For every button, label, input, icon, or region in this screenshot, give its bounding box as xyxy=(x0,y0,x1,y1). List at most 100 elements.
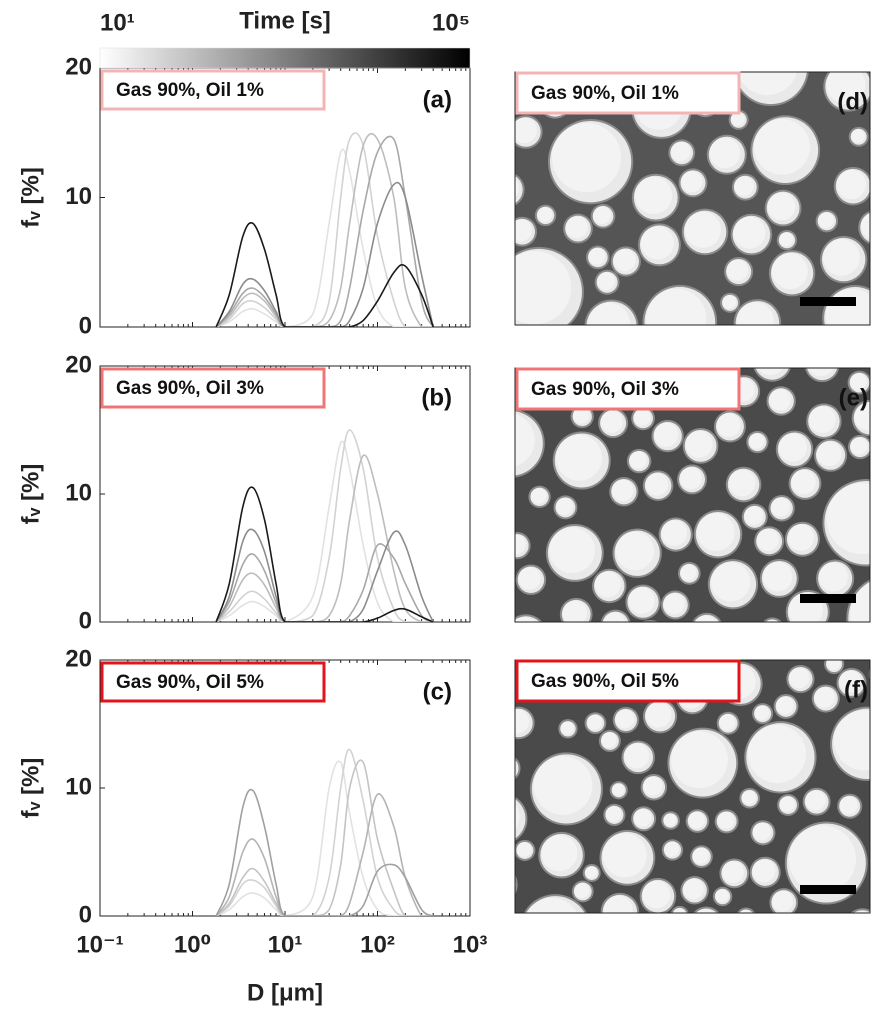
bubble xyxy=(805,790,826,811)
y-tick-label: 0 xyxy=(79,607,92,634)
bubble xyxy=(588,637,607,656)
bubble xyxy=(690,660,713,664)
curve xyxy=(215,181,434,327)
bubble xyxy=(515,219,532,242)
bubble xyxy=(593,368,606,370)
bubble xyxy=(833,710,870,771)
bubble xyxy=(481,508,506,533)
bubble xyxy=(688,811,705,829)
bubble xyxy=(857,340,873,362)
bubble xyxy=(850,373,867,390)
bubble xyxy=(752,822,771,841)
bubble xyxy=(630,630,651,651)
x-axis-label: D [μm] xyxy=(247,979,323,1006)
bubble xyxy=(605,806,622,822)
bubble xyxy=(814,687,835,708)
bubble xyxy=(756,920,781,945)
bubble xyxy=(541,834,578,872)
bubble xyxy=(771,497,791,517)
bubble xyxy=(826,72,866,104)
bubble xyxy=(776,696,794,715)
bubble xyxy=(683,878,704,900)
bubble xyxy=(587,341,610,364)
bubble xyxy=(769,388,791,411)
bubble xyxy=(593,206,611,225)
y-tick-label: 20 xyxy=(65,53,92,80)
bubble xyxy=(710,562,751,602)
bubble xyxy=(679,467,702,490)
annotation-box xyxy=(515,367,741,411)
bubble xyxy=(821,628,846,653)
bubble xyxy=(556,434,603,481)
bubble xyxy=(779,232,794,247)
curve xyxy=(215,528,434,622)
bubble xyxy=(515,80,516,90)
bubble xyxy=(748,433,765,449)
bubble xyxy=(647,49,661,63)
bubble xyxy=(613,248,636,272)
bubble xyxy=(823,238,860,276)
bubble xyxy=(709,137,741,169)
bubble xyxy=(597,272,616,291)
bubble xyxy=(645,701,672,728)
bubble xyxy=(850,908,870,913)
bubble xyxy=(747,724,807,783)
curve xyxy=(215,132,434,327)
bubble xyxy=(586,635,609,658)
bubble xyxy=(765,619,778,622)
bubble xyxy=(754,705,770,721)
bubble xyxy=(626,338,649,361)
bubble xyxy=(685,430,713,458)
bubble xyxy=(854,402,870,431)
bubble xyxy=(763,624,792,653)
bubble xyxy=(734,176,754,196)
bubble xyxy=(692,847,709,864)
bubble xyxy=(763,623,798,658)
scale-bar xyxy=(800,297,856,306)
bubble xyxy=(628,587,655,614)
bubble xyxy=(717,811,735,829)
y-tick-label: 20 xyxy=(65,645,92,672)
bubble xyxy=(737,72,797,96)
annotation-box xyxy=(100,661,326,703)
bubble xyxy=(825,925,841,941)
panel-label: (d) xyxy=(837,88,868,115)
bubble xyxy=(612,783,625,796)
bubble xyxy=(515,72,523,106)
scale-bar xyxy=(800,885,856,894)
bubble xyxy=(695,909,714,913)
x-tick-label: 10⁻¹ xyxy=(76,931,123,958)
bubble xyxy=(515,413,535,467)
bubble xyxy=(816,441,842,467)
bubble xyxy=(818,212,834,229)
bubble xyxy=(515,117,537,144)
bubble xyxy=(526,897,578,913)
colorbar-tick-label: 10¹ xyxy=(100,9,135,36)
bubble xyxy=(515,617,536,622)
bubble xyxy=(588,248,606,265)
y-axis-label: fᵥ [%] xyxy=(17,167,44,228)
bubble xyxy=(646,48,663,65)
bubble xyxy=(851,129,865,143)
bubble xyxy=(479,506,512,539)
bubble xyxy=(624,336,651,363)
bubble xyxy=(850,582,870,622)
bubble xyxy=(602,833,647,878)
bubble xyxy=(484,577,508,601)
x-tick-label: 10⁰ xyxy=(174,931,211,958)
bubble xyxy=(681,170,703,193)
bubble xyxy=(853,910,870,913)
annotation-box xyxy=(515,659,741,703)
bubble xyxy=(485,135,508,158)
annotation: Gas 90%, Oil 1% xyxy=(531,83,679,104)
bubble xyxy=(808,368,833,377)
bubble xyxy=(589,638,605,654)
bubble xyxy=(754,118,810,175)
bubble xyxy=(486,579,506,599)
bubble xyxy=(537,207,553,222)
colorbar xyxy=(99,47,471,69)
bubble xyxy=(549,527,596,574)
bubble xyxy=(771,890,794,912)
curve xyxy=(215,132,434,327)
bubble xyxy=(728,469,756,497)
